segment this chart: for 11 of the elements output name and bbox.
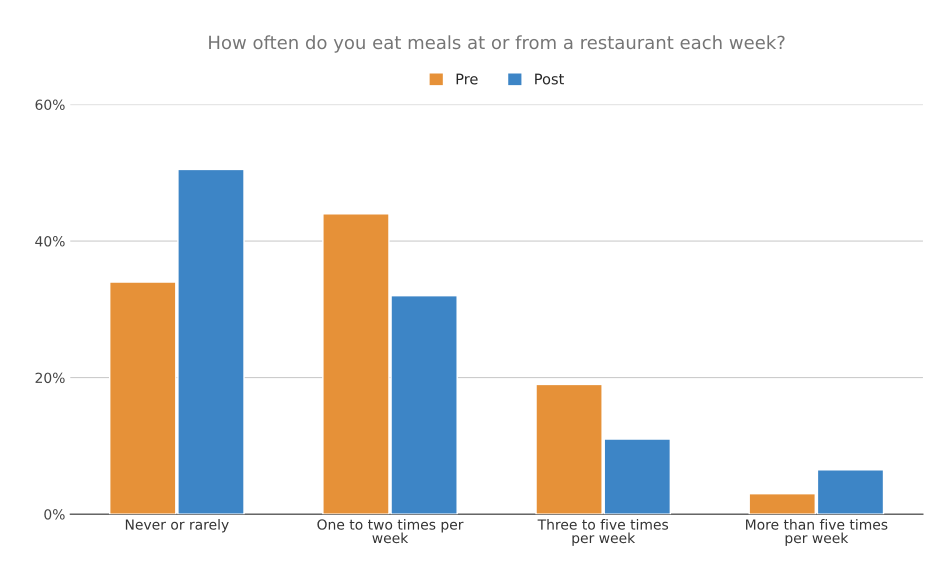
x-tick-label: Never or rarely [126,519,229,532]
x-tick-label: Three to five times per week [538,519,668,546]
y-tick-label: 20% [36,372,65,384]
legend-label: Post [535,74,564,84]
y-tick-label: 40% [35,236,65,247]
chart-title: How often do you eat meals at or from a restaurant each week? [209,35,785,53]
y-tick-label: 60% [36,99,65,110]
x-tick-label: One to two times per week [317,519,464,544]
x-tick-label: More than five times per week [746,519,888,546]
y-tick-label: 0% [44,509,65,520]
legend-label: Pre [456,74,478,84]
